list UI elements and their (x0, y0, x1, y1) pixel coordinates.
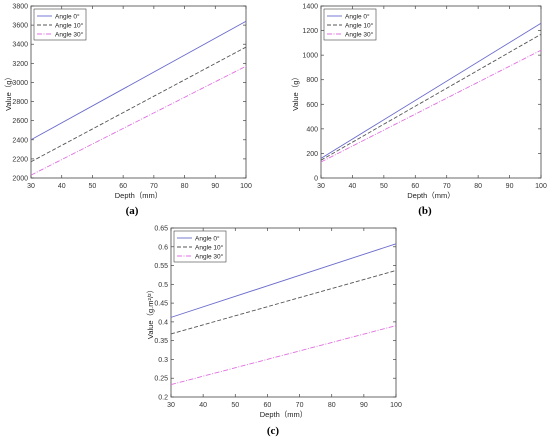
x-tick-label: 60 (411, 183, 419, 190)
y-tick-label: 0.65 (154, 226, 168, 233)
y-axis-label: Value（g） (291, 73, 300, 111)
x-tick-label: 90 (211, 183, 219, 190)
y-tick-label: 800 (306, 77, 318, 84)
series-line-2 (320, 33, 542, 161)
y-tick-label: 0.3 (158, 357, 168, 364)
legend-label-3: Angle 30° (345, 30, 374, 38)
series-line-1 (320, 22, 542, 159)
subfigure-caption: (a) (126, 205, 139, 217)
x-tick-label: 40 (58, 183, 66, 190)
legend-box (173, 230, 227, 263)
y-tick-label: 0.55 (154, 263, 168, 270)
series-line-3 (30, 65, 247, 176)
legend-label-3: Angle 30° (55, 30, 84, 38)
y-tick-label: 2000 (12, 176, 28, 183)
y-tick-label: 3000 (12, 80, 28, 87)
y-tick-label: 2800 (12, 99, 28, 106)
series-line-2 (30, 46, 247, 163)
y-tick-label: 0.5 (158, 282, 168, 289)
x-tick-label: 80 (474, 183, 482, 190)
x-tick-label: 50 (231, 402, 239, 409)
y-tick-label: 0.6 (158, 244, 168, 251)
y-tick-label: 3800 (12, 4, 28, 11)
chart-3: 30 40 50 60 70 80 90 100 0.2 0.25 0.3 0.35 0.4 0.45 0.… (146, 226, 402, 438)
x-tick-label: 30 (317, 183, 325, 190)
chart-2: 30 40 50 60 70 80 90 10002004006008001000120014… (291, 4, 547, 218)
legend-label-1: Angle 0° (195, 234, 220, 242)
y-axis-label: Value（g） (4, 73, 13, 111)
y-tick-label: 3400 (12, 42, 28, 49)
legend-label-1: Angle 0° (55, 12, 80, 20)
x-tick-label: 50 (380, 183, 388, 190)
legend-label-2: Angle 10° (55, 21, 84, 29)
y-tick-label: 0.2 (158, 395, 168, 402)
legend-box (323, 8, 377, 41)
x-tick-label: 70 (150, 183, 158, 190)
series-line-1 (30, 20, 247, 141)
x-axis-label: Depth（mm） (115, 191, 163, 200)
y-tick-label: 2200 (12, 156, 28, 163)
x-tick-label: 100 (390, 402, 402, 409)
legend-box (33, 8, 87, 41)
x-tick-label: 40 (199, 402, 207, 409)
x-tick-label: 80 (181, 183, 189, 190)
y-tick-label: 0 (314, 176, 318, 183)
y-tick-label: 1000 (302, 53, 318, 60)
series-line-1 (170, 243, 397, 318)
y-tick-label: 0.25 (154, 376, 168, 383)
subfigure-caption: (c) (267, 425, 280, 437)
y-tick-label: 1200 (302, 28, 318, 35)
y-tick-label: 0.4 (158, 319, 168, 326)
legend-label-1: Angle 0° (345, 12, 370, 20)
series-line-3 (170, 325, 397, 386)
y-axis-label: Value（g.m²/²） (146, 286, 155, 339)
x-tick-label: 70 (443, 183, 451, 190)
x-tick-label: 70 (296, 402, 304, 409)
y-tick-label: 0.45 (154, 301, 168, 308)
y-tick-label: 3200 (12, 61, 28, 68)
y-tick-label: 2600 (12, 118, 28, 125)
x-tick-label: 30 (27, 183, 35, 190)
x-axis-label: Depth（mm） (260, 410, 308, 419)
x-tick-label: 90 (506, 183, 514, 190)
x-tick-label: 60 (119, 183, 127, 190)
y-tick-label: 400 (306, 126, 318, 133)
x-tick-label: 100 (240, 183, 252, 190)
y-tick-label: 0.35 (154, 338, 168, 345)
y-tick-label: 600 (306, 102, 318, 109)
y-tick-label: 3600 (12, 23, 28, 30)
x-tick-label: 100 (535, 183, 547, 190)
x-axis-label: Depth（mm） (407, 191, 455, 200)
x-tick-label: 40 (349, 183, 357, 190)
x-tick-label: 30 (167, 402, 175, 409)
chart-1: 30 40 50 60 70 80 90 100 2000 2200 2400 2600 2800 300… (4, 4, 252, 218)
y-tick-label: 1400 (302, 4, 318, 11)
y-tick-label: 2400 (12, 137, 28, 144)
x-tick-label: 50 (89, 183, 97, 190)
x-tick-label: 90 (360, 402, 368, 409)
x-tick-label: 60 (264, 402, 272, 409)
x-tick-label: 80 (328, 402, 336, 409)
legend-label-2: Angle 10° (195, 243, 224, 251)
subfigure-caption: (b) (418, 205, 432, 217)
legend-label-3: Angle 30° (195, 252, 224, 260)
series-line-2 (170, 270, 397, 335)
y-tick-label: 200 (306, 151, 318, 158)
legend-label-2: Angle 10° (345, 21, 374, 29)
